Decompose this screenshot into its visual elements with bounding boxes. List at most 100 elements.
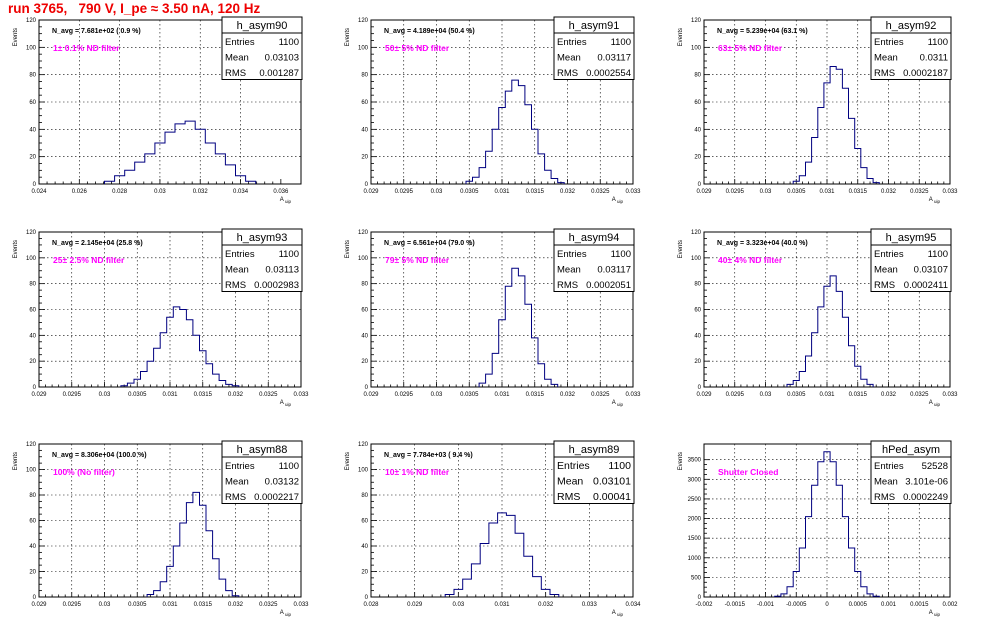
x-tick-label: 0.002 <box>942 602 958 608</box>
x-tick-label: 0.0305 <box>787 189 806 195</box>
stats-key: RMS <box>225 68 246 79</box>
y-tick-label: 0 <box>33 595 37 601</box>
navg-label: N_avg = 5.239e+04 (63.1 %) <box>717 28 808 35</box>
y-tick-label: 3000 <box>688 477 702 483</box>
y-tick-label: 80 <box>29 73 36 79</box>
navg-label: N_avg = 7.784e+03 ( 9.4 %) <box>384 452 473 459</box>
navg-label: N_avg = 4.189e+04 (50.4 %) <box>384 28 475 35</box>
x-tick-label: 0.0295 <box>726 392 745 398</box>
x-tick-label: 0.031 <box>162 392 178 398</box>
x-tick-label: 0.0015 <box>910 602 929 608</box>
x-tick-label: 0.03 <box>452 602 464 608</box>
stats-title: h_asym95 <box>886 232 937 244</box>
y-tick-label: 60 <box>361 308 368 314</box>
y-tick-label: 40 <box>361 127 368 133</box>
stats-value: 0.0311 <box>920 53 948 64</box>
y-tick-label: 120 <box>358 18 369 24</box>
stats-value: 3.101e-06 <box>905 477 948 488</box>
histogram-line-h_asym88 <box>146 491 240 597</box>
histogram-line-hPed_asym <box>774 451 880 597</box>
stats-key: Mean <box>557 53 581 64</box>
x-tick-label: -0.001 <box>757 602 775 608</box>
y-tick-label: 120 <box>358 442 369 448</box>
x-tick-label: 0.001 <box>881 602 897 608</box>
y-axis-title: Events <box>13 452 19 470</box>
x-tick-label: 0.031 <box>162 602 178 608</box>
x-tick-label: 0.032 <box>560 392 576 398</box>
histogram-line-h_asym91 <box>465 79 565 184</box>
stats-value: 0.0002554 <box>586 68 631 79</box>
histogram-panel-h_asym89: 0.028 0.029 0.03 0.031 0.032 0.033 0.034 0 20 40 6… <box>345 440 641 617</box>
y-tick-label: 100 <box>358 45 369 51</box>
x-tick-label: 0.033 <box>625 392 641 398</box>
x-tick-label: 0.0295 <box>726 189 745 195</box>
y-tick-label: 100 <box>358 256 369 262</box>
x-tick-label: 0.029 <box>696 189 712 195</box>
stats-value: 0.03132 <box>265 477 299 488</box>
navg-label: N_avg = 7.681e+02 ( 0.9 %) <box>52 28 141 35</box>
y-tick-label: 60 <box>29 519 36 525</box>
y-tick-label: 0 <box>698 595 702 601</box>
histogram-panel-h_asym91: 0.029 0.0295 0.03 0.0305 0.031 0.0315 0.032 0.0… <box>345 16 641 204</box>
x-tick-label: 0.031 <box>494 602 510 608</box>
stats-key: RMS <box>225 280 246 291</box>
y-tick-label: 0 <box>698 385 702 391</box>
x-tick-label: 0.033 <box>293 392 309 398</box>
y-tick-label: 100 <box>358 468 369 474</box>
stats-value: 1100 <box>611 249 631 260</box>
x-tick-label: 0.033 <box>293 602 309 608</box>
x-tick-label: 0.0325 <box>591 392 610 398</box>
x-tick-label: 0.03 <box>431 392 443 398</box>
navg-label: N_avg = 6.561e+04 (79.0 %) <box>384 240 475 247</box>
y-tick-label: 0 <box>365 385 369 391</box>
x-tick-label: 0.031 <box>819 392 835 398</box>
x-tick-label: 0.0305 <box>128 392 147 398</box>
y-tick-label: 20 <box>29 359 36 365</box>
stats-value: 0.0002187 <box>903 68 948 79</box>
x-tick-label: 0.03 <box>154 189 166 195</box>
x-tick-label: 0.033 <box>942 189 958 195</box>
x-axis-title: A uip <box>280 197 292 204</box>
stats-title: h_asym94 <box>569 232 620 244</box>
stats-key: Entries <box>874 461 904 472</box>
stats-value: 0.03117 <box>597 265 631 276</box>
y-tick-label: 60 <box>361 519 368 525</box>
y-axis-title: Events <box>678 452 684 470</box>
y-tick-label: 120 <box>691 18 702 24</box>
stats-key: RMS <box>874 280 895 291</box>
filter-label: 1± 0.1% ND filter <box>53 43 120 53</box>
x-tick-label: 0.0325 <box>910 392 929 398</box>
y-tick-label: 60 <box>361 100 368 106</box>
y-tick-label: 40 <box>29 544 36 550</box>
y-tick-label: 80 <box>29 282 36 288</box>
x-tick-label: 0.03 <box>431 189 443 195</box>
x-tick-label: 0.029 <box>31 602 47 608</box>
x-tick-label: 0.0325 <box>910 189 929 195</box>
stats-value: 0.0002983 <box>254 280 299 291</box>
stats-title: h_asym92 <box>886 20 937 32</box>
y-tick-label: 60 <box>694 100 701 106</box>
y-tick-label: 100 <box>26 256 37 262</box>
x-tick-label: 0.0315 <box>849 189 868 195</box>
y-axis-title: Events <box>345 240 351 258</box>
stats-value: 1100 <box>608 460 631 472</box>
y-tick-label: 80 <box>29 493 36 499</box>
y-tick-label: 60 <box>29 308 36 314</box>
histogram-line-h_asym93 <box>120 306 240 387</box>
histogram-panel-h_asym94: 0.029 0.0295 0.03 0.0305 0.031 0.0315 0.032 0.0… <box>345 228 641 407</box>
x-tick-label: 0.0315 <box>526 392 545 398</box>
x-axis-title: A uip <box>280 400 292 407</box>
stats-title: hPed_asym <box>882 444 940 456</box>
stats-key: RMS <box>874 68 895 79</box>
stats-value: 1100 <box>279 37 299 48</box>
x-tick-label: 0.03 <box>760 189 772 195</box>
histogram-line-h_asym89 <box>444 512 560 597</box>
filter-label: 40± 4% ND filter <box>718 255 783 265</box>
y-tick-label: 120 <box>26 18 37 24</box>
x-tick-label: 0.032 <box>228 602 244 608</box>
x-tick-label: -0.0005 <box>786 602 807 608</box>
y-tick-label: 80 <box>694 73 701 79</box>
x-tick-label: 0.036 <box>273 189 289 195</box>
stats-box <box>870 16 952 80</box>
x-tick-label: 0.028 <box>363 602 379 608</box>
